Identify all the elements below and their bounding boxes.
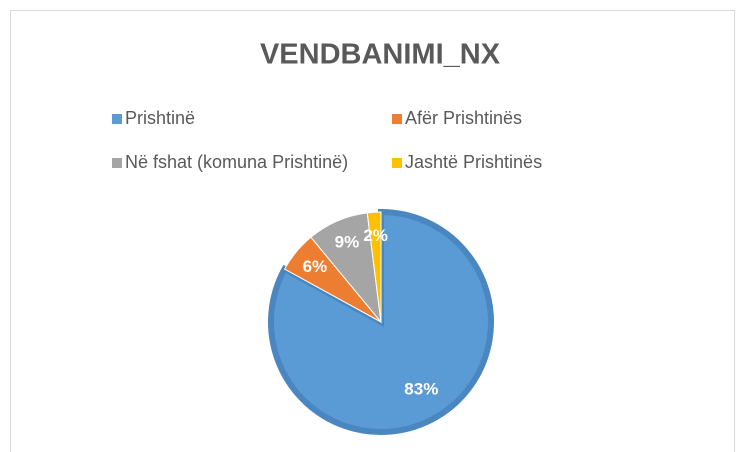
legend-swatch [392, 158, 402, 168]
data-label: 9% [335, 233, 360, 252]
legend-label: Prishtinë [125, 108, 195, 128]
pie-slice [366, 211, 382, 323]
chart-title: VENDBANIMI_NX [260, 39, 501, 71]
data-label: 2% [363, 226, 388, 245]
legend-swatch [112, 158, 122, 168]
data-label: 6% [303, 257, 328, 276]
data-label: 83% [404, 380, 438, 399]
legend-swatch [392, 114, 402, 124]
legend-label: Afër Prishtinës [405, 108, 522, 128]
legend-label: Në fshat (komuna Prishtinë) [125, 152, 348, 172]
legend-label: Jashtë Prishtinës [405, 152, 542, 172]
legend-swatch [112, 114, 122, 124]
